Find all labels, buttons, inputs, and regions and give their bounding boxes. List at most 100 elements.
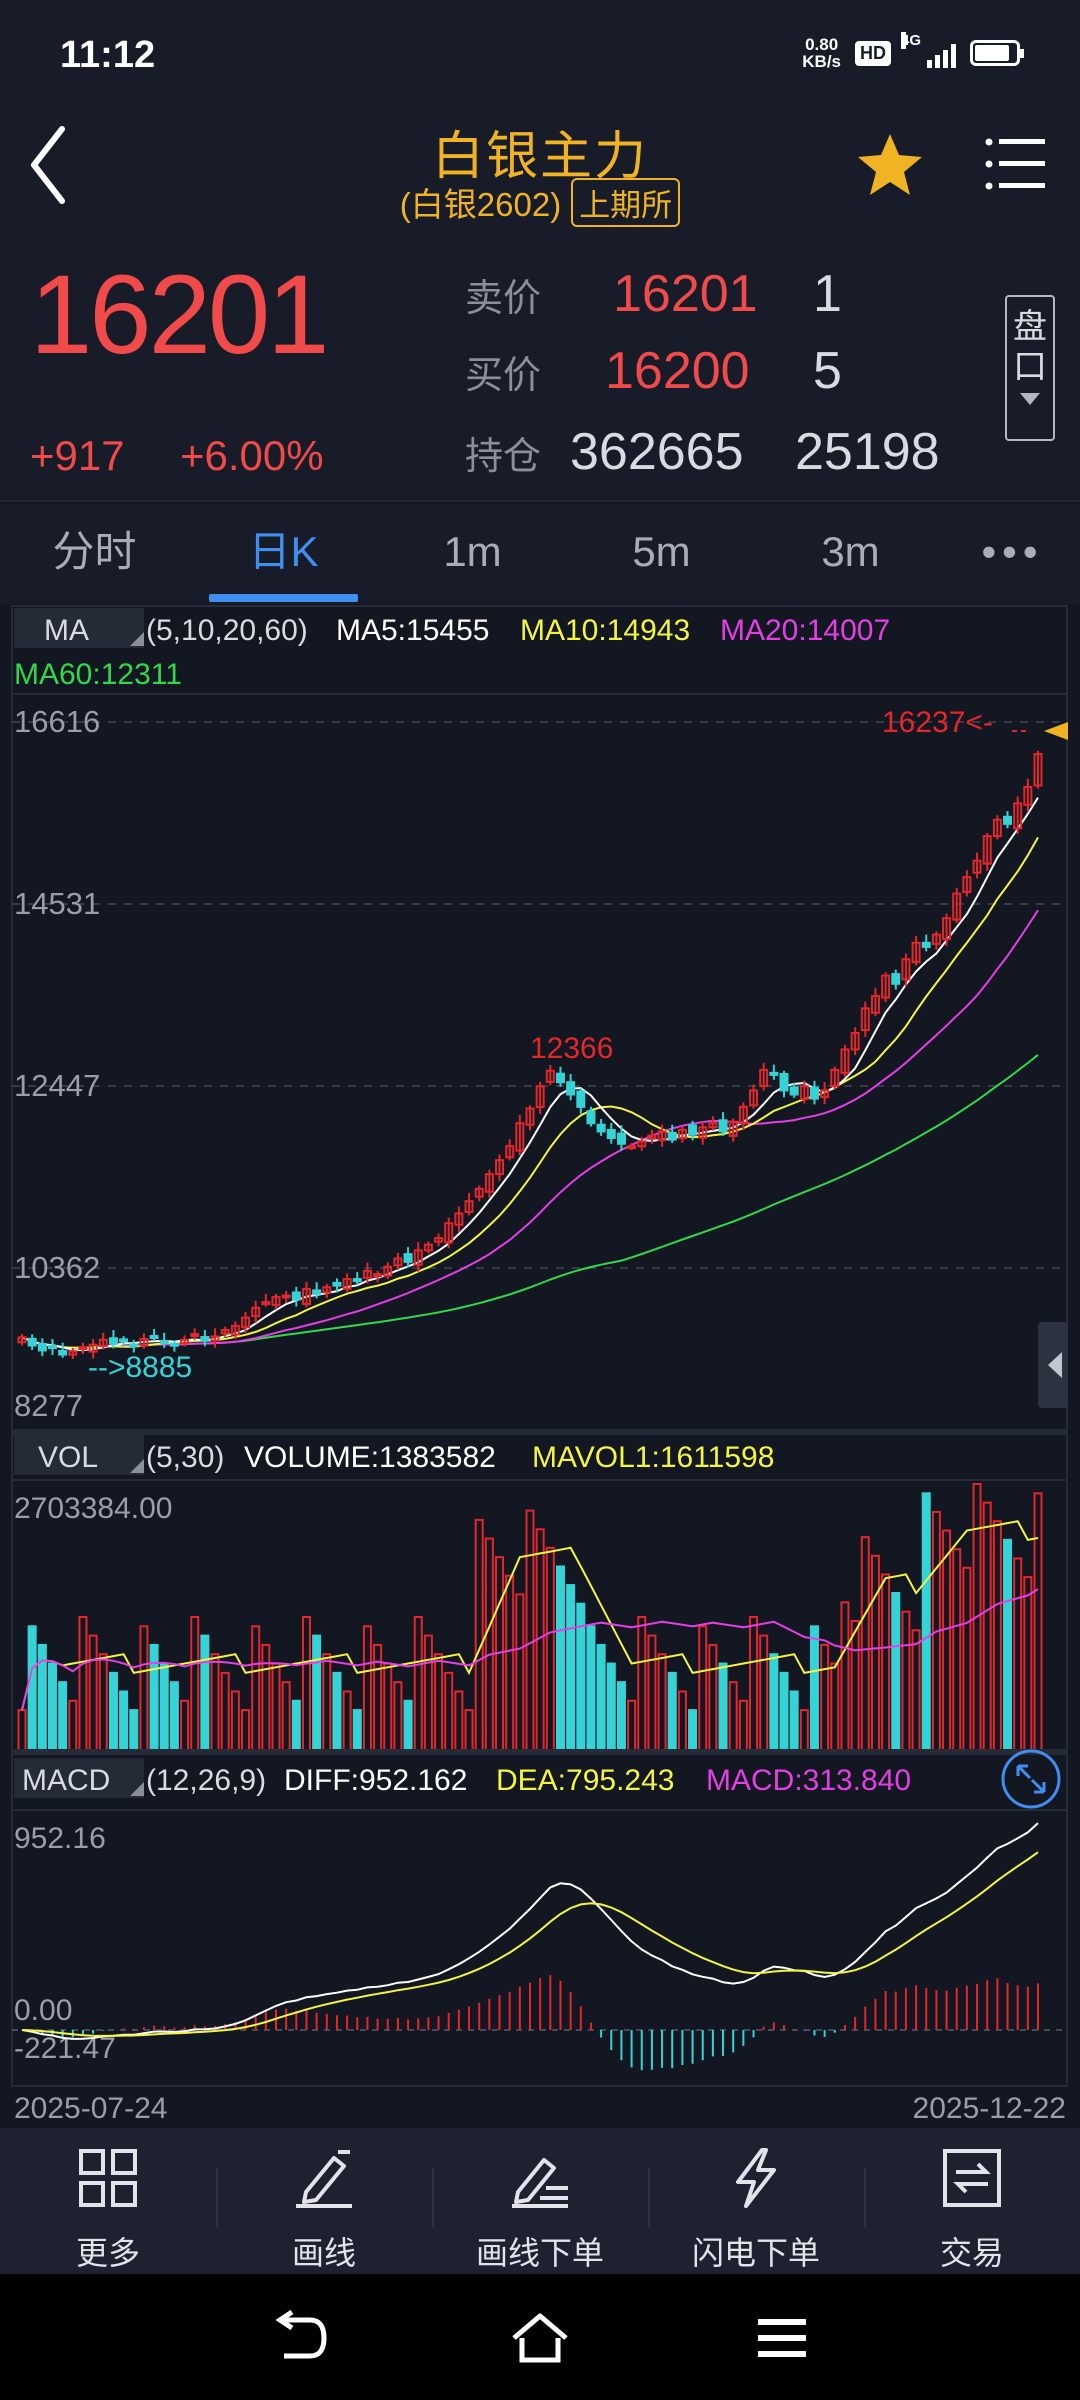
volume-bar [809, 1625, 819, 1751]
tab-5m[interactable]: 5m [632, 528, 691, 575]
vol-params: (5,30) [146, 1441, 224, 1474]
open-interest-row: 持仓 362665 25198 [465, 420, 940, 484]
macd-tick: 952.16 [14, 1822, 106, 1855]
candle-body [474, 1187, 484, 1198]
candle-body [718, 1119, 728, 1133]
candle-body [708, 1122, 718, 1129]
grid-icon [79, 2149, 137, 2207]
candle-body [667, 1131, 677, 1141]
candle-body [779, 1073, 789, 1092]
candle-body [881, 974, 891, 999]
candle-body [870, 995, 880, 1014]
candle-body [850, 1032, 860, 1051]
volume-bar [616, 1681, 626, 1752]
order-book-toggle[interactable]: 盘 口 [1005, 295, 1055, 441]
vol-label[interactable]: VOL [38, 1441, 98, 1474]
recents-icon[interactable] [752, 2308, 812, 2368]
flash-order-button[interactable]: 闪电下单 [648, 2128, 864, 2274]
low-marker: -->8885 [88, 1351, 192, 1384]
price-tick: 16616 [14, 704, 100, 739]
flash-order-label: 闪电下单 [691, 2235, 820, 2271]
tab-1m[interactable]: 1m [443, 528, 502, 575]
high-marker: 16237<- [882, 706, 993, 739]
candle-body [362, 1269, 372, 1279]
candle-body [495, 1159, 505, 1176]
macd-tick: 0.00 [14, 1994, 72, 2027]
battery-icon [970, 40, 1024, 66]
candle-body [301, 1287, 311, 1306]
expand-chart-button[interactable] [1001, 1749, 1061, 1809]
favorite-button[interactable] [855, 130, 925, 200]
bid-label: 买价 [465, 354, 542, 397]
volume-bar [159, 1662, 169, 1752]
candle-body [525, 1107, 535, 1126]
candle-body [952, 892, 962, 921]
price-change-percent: +6.00% [180, 432, 324, 479]
open-interest: 362665 [570, 423, 744, 481]
tab-intraday[interactable]: 分时 [52, 528, 137, 575]
back-button[interactable] [20, 125, 90, 205]
hd-icon: HD [855, 40, 891, 66]
macd-label[interactable]: MACD [22, 1764, 110, 1797]
volume-bar [291, 1699, 301, 1752]
candle-body [789, 1086, 799, 1096]
home-icon[interactable] [510, 2308, 570, 2368]
candle-body [769, 1071, 779, 1076]
candle-body [78, 1346, 88, 1351]
ma5-value: MA5:15455 [336, 614, 489, 647]
back-icon[interactable] [270, 2308, 330, 2368]
draw-line-order-label: 画线下单 [475, 2235, 604, 2271]
ma20-line [21, 909, 1039, 1349]
exchange-badge: 上期所 [571, 178, 681, 227]
candle-body [515, 1122, 525, 1152]
contract-code: (白银2602) [399, 186, 562, 223]
candle-body [942, 917, 952, 941]
quote-panel: 16201 +917 +6.00% 卖价 16201 1 买价 16200 5 … [0, 240, 1080, 502]
candle-body [931, 933, 941, 945]
volume-bar [769, 1653, 779, 1751]
volume-bar [58, 1681, 68, 1752]
candle-body [830, 1068, 840, 1087]
dea-value: DEA:795.243 [496, 1764, 674, 1797]
candle-body [566, 1081, 576, 1096]
candle-body [911, 941, 921, 964]
candle-body [108, 1337, 118, 1345]
ma-label[interactable]: MA [44, 614, 89, 647]
tab-3m[interactable]: 3m [821, 528, 880, 575]
candle-body [484, 1173, 494, 1193]
candle-body [393, 1257, 403, 1267]
signal-icon: 4G [901, 32, 956, 68]
candle-body [454, 1212, 464, 1226]
more-button[interactable]: 更多 [0, 2128, 216, 2274]
pen-order-icon [512, 2158, 568, 2208]
candle-body [972, 859, 982, 874]
swing-high-label: 12366 [530, 1032, 613, 1065]
candle-body [637, 1140, 647, 1148]
period-tabs: 分时 日K 1m 5m 3m ••• [0, 504, 1080, 604]
netspeed-value: 0.80 [805, 35, 839, 54]
candle-body [149, 1335, 159, 1340]
draw-line-order-button[interactable]: 画线下单 [432, 2128, 648, 2274]
menu-button[interactable] [985, 134, 1047, 196]
candle-body [901, 958, 911, 981]
ma5-line [21, 797, 1039, 1352]
trade-button[interactable]: 交易 [864, 2128, 1080, 2274]
star-icon [858, 134, 922, 195]
volume-bar [596, 1643, 606, 1752]
volume-bar [891, 1592, 901, 1751]
status-time: 11:12 [60, 34, 156, 76]
more-periods-button[interactable]: ••• [981, 528, 1044, 575]
menu-icon [985, 138, 1045, 190]
bid-volume: 5 [813, 342, 842, 400]
instrument-subtitle: (白银2602) 上期所 [0, 178, 1080, 227]
candle-body [58, 1349, 68, 1356]
current-price-arrow-icon [1044, 722, 1068, 740]
candle-body [860, 1007, 870, 1032]
back-arrow-icon [31, 126, 65, 204]
kline-chart[interactable]: MA (5,10,20,60) MA5:15455 MA10:14943 MA2… [0, 604, 1080, 2128]
candle-body [261, 1301, 271, 1306]
tab-daily-k[interactable]: 日K [189, 504, 378, 604]
candles [17, 750, 1043, 1360]
volume-bar [27, 1625, 37, 1751]
draw-line-button[interactable]: 画线 [216, 2128, 432, 2274]
